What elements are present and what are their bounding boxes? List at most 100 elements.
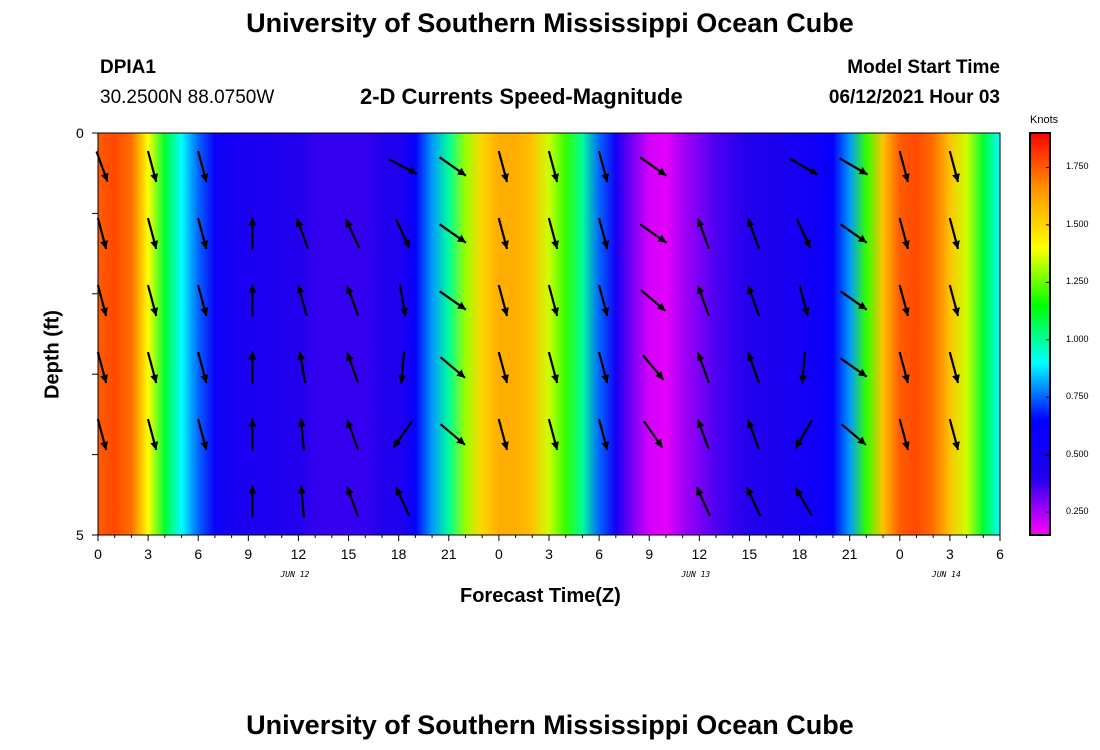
colorbar-units: Knots: [1030, 114, 1059, 126]
current-vector: [746, 285, 760, 316]
x-tick-label: 18: [390, 546, 407, 562]
current-vector: [439, 290, 467, 311]
current-vector: [898, 351, 910, 384]
current-vector: [295, 218, 309, 249]
current-vector: [197, 418, 209, 451]
date-label: JUN 13: [681, 570, 711, 579]
current-vector: [696, 352, 710, 383]
current-vector: [439, 356, 466, 379]
current-vector: [547, 217, 559, 250]
current-vector: [439, 156, 467, 177]
current-vector: [839, 157, 869, 176]
current-vector: [96, 418, 108, 451]
current-vector: [197, 351, 209, 384]
colorbar-tick-label: 1.750: [1066, 161, 1089, 172]
chart-subtitle: 2-D Currents Speed-Magnitude: [360, 84, 683, 109]
current-vector: [794, 420, 813, 449]
current-vector: [695, 486, 712, 517]
current-vector: [248, 217, 257, 250]
current-vector: [146, 418, 159, 451]
x-tick-label: 0: [895, 546, 904, 562]
page-title-bottom: University of Southern Mississippi Ocean…: [246, 710, 854, 740]
current-vector: [795, 218, 812, 249]
colorbar-tick-label: 1.500: [1066, 218, 1089, 229]
x-tick-label: 6: [194, 546, 203, 562]
page-title: University of Southern Mississippi Ocean…: [246, 8, 854, 38]
current-vector: [597, 217, 610, 250]
current-vector: [746, 218, 760, 249]
current-vector: [597, 351, 610, 384]
current-vector: [640, 289, 667, 312]
station-coords: 30.2500N 88.0750W: [100, 87, 275, 108]
current-vector: [394, 218, 411, 249]
colorbar-tick-label: 0.750: [1066, 391, 1089, 402]
x-axis-label: Forecast Time(Z): [460, 585, 621, 607]
x-tick-label: 9: [645, 546, 654, 562]
current-vector: [597, 150, 610, 183]
current-vector: [248, 418, 257, 451]
current-vector: [948, 150, 960, 183]
current-vector: [597, 418, 610, 451]
current-vector: [397, 351, 406, 384]
current-vector: [948, 351, 960, 384]
colorbar-tick-label: 1.000: [1066, 333, 1089, 344]
x-tick-label: 12: [691, 546, 708, 562]
current-vector: [547, 284, 559, 317]
x-tick-label: 18: [791, 546, 808, 562]
current-vector: [248, 284, 257, 317]
current-vector: [146, 150, 159, 183]
current-vector: [840, 423, 867, 446]
model-start-label: Model Start Time: [847, 57, 1000, 78]
current-vector: [948, 217, 960, 250]
current-vector: [547, 150, 559, 183]
station-id: DPIA1: [100, 57, 156, 78]
current-vector: [948, 284, 960, 317]
current-vector: [248, 351, 257, 384]
current-vector: [898, 150, 910, 183]
current-vector: [346, 352, 360, 383]
current-vector: [394, 486, 411, 517]
current-vector: [497, 418, 509, 451]
current-vector: [248, 485, 257, 518]
current-vector: [696, 419, 710, 450]
current-vector: [96, 351, 108, 384]
current-vector: [297, 351, 307, 384]
current-vector: [898, 284, 910, 317]
current-vector: [898, 418, 910, 451]
current-vector: [197, 217, 209, 250]
current-vector: [696, 218, 710, 249]
colorbar-gradient: [1029, 132, 1051, 536]
current-vector: [839, 357, 868, 378]
colorbar-tick-label: 1.250: [1066, 276, 1089, 287]
current-vector: [597, 284, 610, 317]
current-vector: [346, 486, 360, 517]
x-tick-label: 3: [945, 546, 954, 562]
heatmap-field: [98, 133, 1000, 535]
current-vector: [146, 351, 159, 384]
current-vector: [746, 352, 760, 383]
current-vector: [639, 156, 667, 177]
x-tick-label: 15: [741, 546, 758, 562]
current-vector: [392, 420, 413, 449]
current-vector: [642, 354, 665, 381]
x-tick-label: 0: [94, 546, 102, 562]
current-vector: [398, 284, 408, 317]
current-vector: [439, 223, 467, 244]
current-vector: [197, 150, 209, 183]
current-vector: [344, 218, 361, 249]
x-tick-label: 6: [595, 546, 603, 562]
plot-axes: [92, 132, 1001, 541]
colorbar-tick-label: 0.500: [1066, 448, 1089, 459]
current-vector: [146, 217, 159, 250]
current-vector: [839, 223, 868, 244]
current-vector: [96, 284, 108, 317]
current-vector: [346, 419, 360, 450]
current-vector: [547, 351, 559, 384]
current-vector: [839, 290, 868, 311]
x-tick-label: 15: [340, 546, 357, 562]
current-vector: [296, 284, 308, 317]
current-vector: [639, 223, 667, 244]
current-vector: [297, 418, 306, 451]
current-vector: [798, 284, 810, 317]
